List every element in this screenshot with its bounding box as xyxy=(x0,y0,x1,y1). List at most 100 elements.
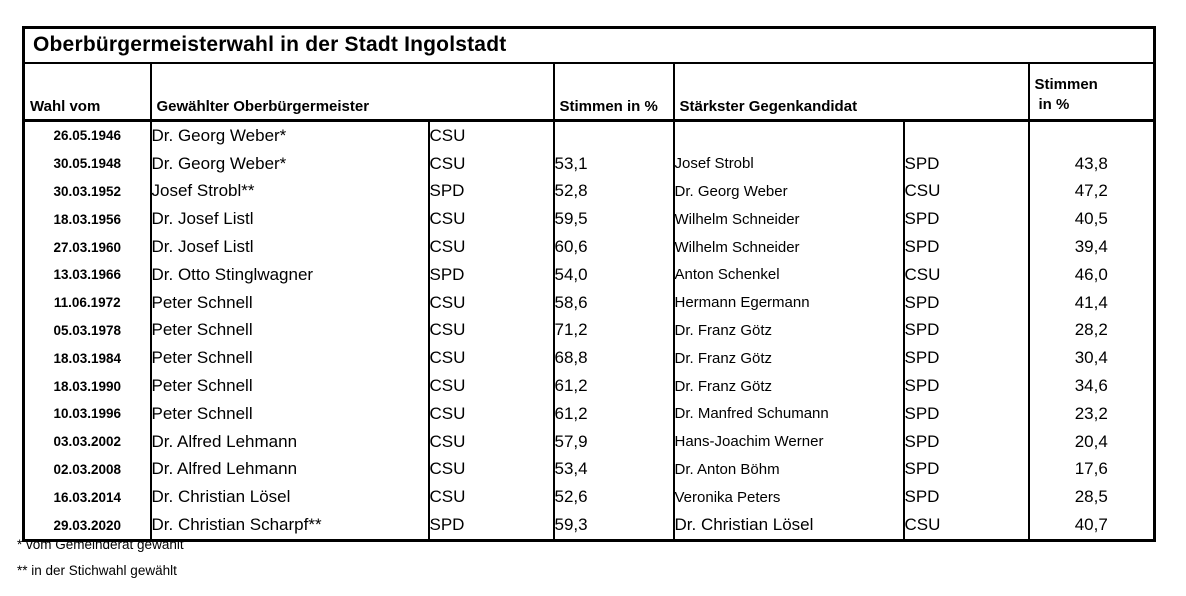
col-header-staerkster-gegenkandidat: Stärkster Gegenkandidat xyxy=(672,63,1029,122)
footnote-gemeinderat: * vom Gemeinderat gewählt xyxy=(17,537,184,552)
cell-opponent-votes-pct: 46,0 xyxy=(1027,260,1155,289)
cell-mayor-party: SPD xyxy=(427,511,554,541)
cell-election-date: 18.03.1990 xyxy=(53,378,122,394)
table-row: 16.03.2014 Dr. Christian Lösel CSU 52,6 … xyxy=(24,483,1155,512)
col-header-wahl-vom: Wahl vom xyxy=(23,63,151,122)
cell-opponent-votes-pct: 40,5 xyxy=(1027,205,1155,234)
table-row: 18.03.1984 Peter Schnell CSU 68,8 Dr. Fr… xyxy=(24,344,1155,373)
cell-mayor-party: CSU xyxy=(427,205,554,234)
cell-elected-mayor: Peter Schnell xyxy=(149,344,429,373)
table-row: 18.03.1990 Peter Schnell CSU 61,2 Dr. Fr… xyxy=(24,372,1155,400)
cell-opponent: Wilhelm Schneider xyxy=(672,205,904,234)
table-body: Oberbürgermeisterwahl in der Stadt Ingol… xyxy=(23,27,1155,541)
cell-mayor-votes-pct: 61,2 xyxy=(552,399,674,428)
table-row: 02.03.2008 Dr. Alfred Lehmann CSU 53,4 D… xyxy=(24,455,1155,484)
cell-election-date: 30.03.1952 xyxy=(53,183,122,199)
cell-election-date: 10.03.1996 xyxy=(53,406,122,422)
cell-mayor-party: CSU xyxy=(427,372,554,400)
cell-mayor-votes-pct: 61,2 xyxy=(552,372,674,400)
cell-opponent: Dr. Georg Weber xyxy=(672,177,904,206)
cell-opponent: Dr. Anton Böhm xyxy=(672,455,904,484)
cell-mayor-votes-pct: 59,3 xyxy=(552,511,674,541)
table-header-row: Wahl vom Gewählter Oberbürgermeister Sti… xyxy=(23,63,1155,122)
cell-election-date: 26.05.1946 xyxy=(53,128,122,144)
col-header-gewaehlter-oberbuergermeister: Gewählter Oberbürgermeister xyxy=(149,63,554,122)
cell-elected-mayor: Peter Schnell xyxy=(149,372,429,400)
cell-opponent-party: SPD xyxy=(902,372,1029,400)
cell-opponent: Hermann Egermann xyxy=(672,288,904,317)
table-row: 18.03.1956 Dr. Josef Listl CSU 59,5 Wilh… xyxy=(24,205,1155,234)
cell-mayor-votes-pct: 54,0 xyxy=(552,260,674,289)
cell-mayor-votes-pct: 52,6 xyxy=(552,483,674,512)
cell-elected-mayor: Dr. Otto Stinglwagner xyxy=(149,260,429,289)
cell-opponent-votes-pct: 34,6 xyxy=(1027,372,1155,400)
cell-election-date: 18.03.1984 xyxy=(53,350,122,366)
election-results-table: Oberbürgermeisterwahl in der Stadt Ingol… xyxy=(22,26,1156,542)
cell-opponent: Hans-Joachim Werner xyxy=(672,427,904,456)
cell-elected-mayor: Dr. Georg Weber* xyxy=(149,120,429,150)
cell-opponent-votes-pct: 43,8 xyxy=(1027,149,1155,178)
cell-elected-mayor: Josef Strobl** xyxy=(149,177,429,206)
cell-mayor-party: CSU xyxy=(427,233,554,261)
cell-election-date: 03.03.2002 xyxy=(53,434,122,450)
cell-elected-mayor: Peter Schnell xyxy=(149,316,429,345)
cell-mayor-party: CSU xyxy=(427,399,554,428)
cell-opponent-votes-pct: 28,2 xyxy=(1027,316,1155,345)
cell-opponent-party: SPD xyxy=(902,427,1029,456)
cell-opponent: Wilhelm Schneider xyxy=(672,233,904,261)
cell-opponent: Dr. Franz Götz xyxy=(672,372,904,400)
cell-mayor-party: SPD xyxy=(427,177,554,206)
cell-opponent: Dr. Christian Lösel xyxy=(672,511,904,541)
cell-mayor-party: CSU xyxy=(427,149,554,178)
table-row: 03.03.2002 Dr. Alfred Lehmann CSU 57,9 H… xyxy=(24,427,1155,456)
cell-mayor-votes-pct: 52,8 xyxy=(552,177,674,206)
cell-elected-mayor: Dr. Christian Scharpf** xyxy=(149,511,429,541)
cell-opponent: Dr. Franz Götz xyxy=(672,316,904,345)
cell-opponent-votes-pct: 28,5 xyxy=(1027,483,1155,512)
cell-election-date: 29.03.2020 xyxy=(53,517,122,533)
cell-opponent-party: SPD xyxy=(902,344,1029,373)
cell-elected-mayor: Dr. Josef Listl xyxy=(149,233,429,261)
cell-mayor-votes-pct: 53,1 xyxy=(552,149,674,178)
cell-opponent-party: SPD xyxy=(902,288,1029,317)
cell-mayor-party: SPD xyxy=(427,260,554,289)
table-row: 30.03.1952 Josef Strobl** SPD 52,8 Dr. G… xyxy=(24,177,1155,206)
cell-elected-mayor: Dr. Alfred Lehmann xyxy=(149,455,429,484)
cell-mayor-votes-pct: 68,8 xyxy=(552,344,674,373)
cell-opponent-party: CSU xyxy=(902,511,1029,541)
cell-opponent-party: SPD xyxy=(902,149,1029,178)
cell-opponent-party: SPD xyxy=(902,316,1029,345)
table-row: 11.06.1972 Peter Schnell CSU 58,6 Herman… xyxy=(24,288,1155,317)
cell-elected-mayor: Peter Schnell xyxy=(149,288,429,317)
cell-opponent-votes-pct: 20,4 xyxy=(1027,427,1155,456)
cell-opponent: Veronika Peters xyxy=(672,483,904,512)
table-title-row: Oberbürgermeisterwahl in der Stadt Ingol… xyxy=(23,27,1155,64)
cell-mayor-party: CSU xyxy=(427,288,554,317)
cell-election-date: 02.03.2008 xyxy=(53,461,122,477)
cell-opponent-party: SPD xyxy=(902,483,1029,512)
cell-opponent-party: CSU xyxy=(902,260,1029,289)
cell-mayor-votes-pct: 60,6 xyxy=(552,233,674,261)
cell-mayor-votes-pct: 58,6 xyxy=(552,288,674,317)
table-row: 29.03.2020 Dr. Christian Scharpf** SPD 5… xyxy=(24,511,1155,541)
cell-election-date: 11.06.1972 xyxy=(53,295,121,311)
table-row: 10.03.1996 Peter Schnell CSU 61,2 Dr. Ma… xyxy=(24,399,1155,428)
cell-mayor-votes-pct: 59,5 xyxy=(552,205,674,234)
cell-mayor-party: CSU xyxy=(427,455,554,484)
cell-opponent-party: SPD xyxy=(902,205,1029,234)
table-row: 27.03.1960 Dr. Josef Listl CSU 60,6 Wilh… xyxy=(24,233,1155,261)
cell-opponent-votes-pct: 17,6 xyxy=(1027,455,1155,484)
cell-elected-mayor: Dr. Georg Weber* xyxy=(149,149,429,178)
cell-opponent xyxy=(672,120,904,150)
cell-opponent: Josef Strobl xyxy=(672,149,904,178)
cell-opponent-votes-pct: 23,2 xyxy=(1027,399,1155,428)
cell-opponent-party: SPD xyxy=(902,233,1029,261)
cell-opponent-votes-pct xyxy=(1027,120,1155,150)
cell-opponent: Anton Schenkel xyxy=(672,260,904,289)
cell-mayor-party: CSU xyxy=(427,427,554,456)
table-row: 05.03.1978 Peter Schnell CSU 71,2 Dr. Fr… xyxy=(24,316,1155,345)
cell-mayor-party: CSU xyxy=(427,316,554,345)
cell-opponent-party: CSU xyxy=(902,177,1029,206)
col-header-stimmen-opponent: Stimmen in % xyxy=(1027,63,1155,122)
